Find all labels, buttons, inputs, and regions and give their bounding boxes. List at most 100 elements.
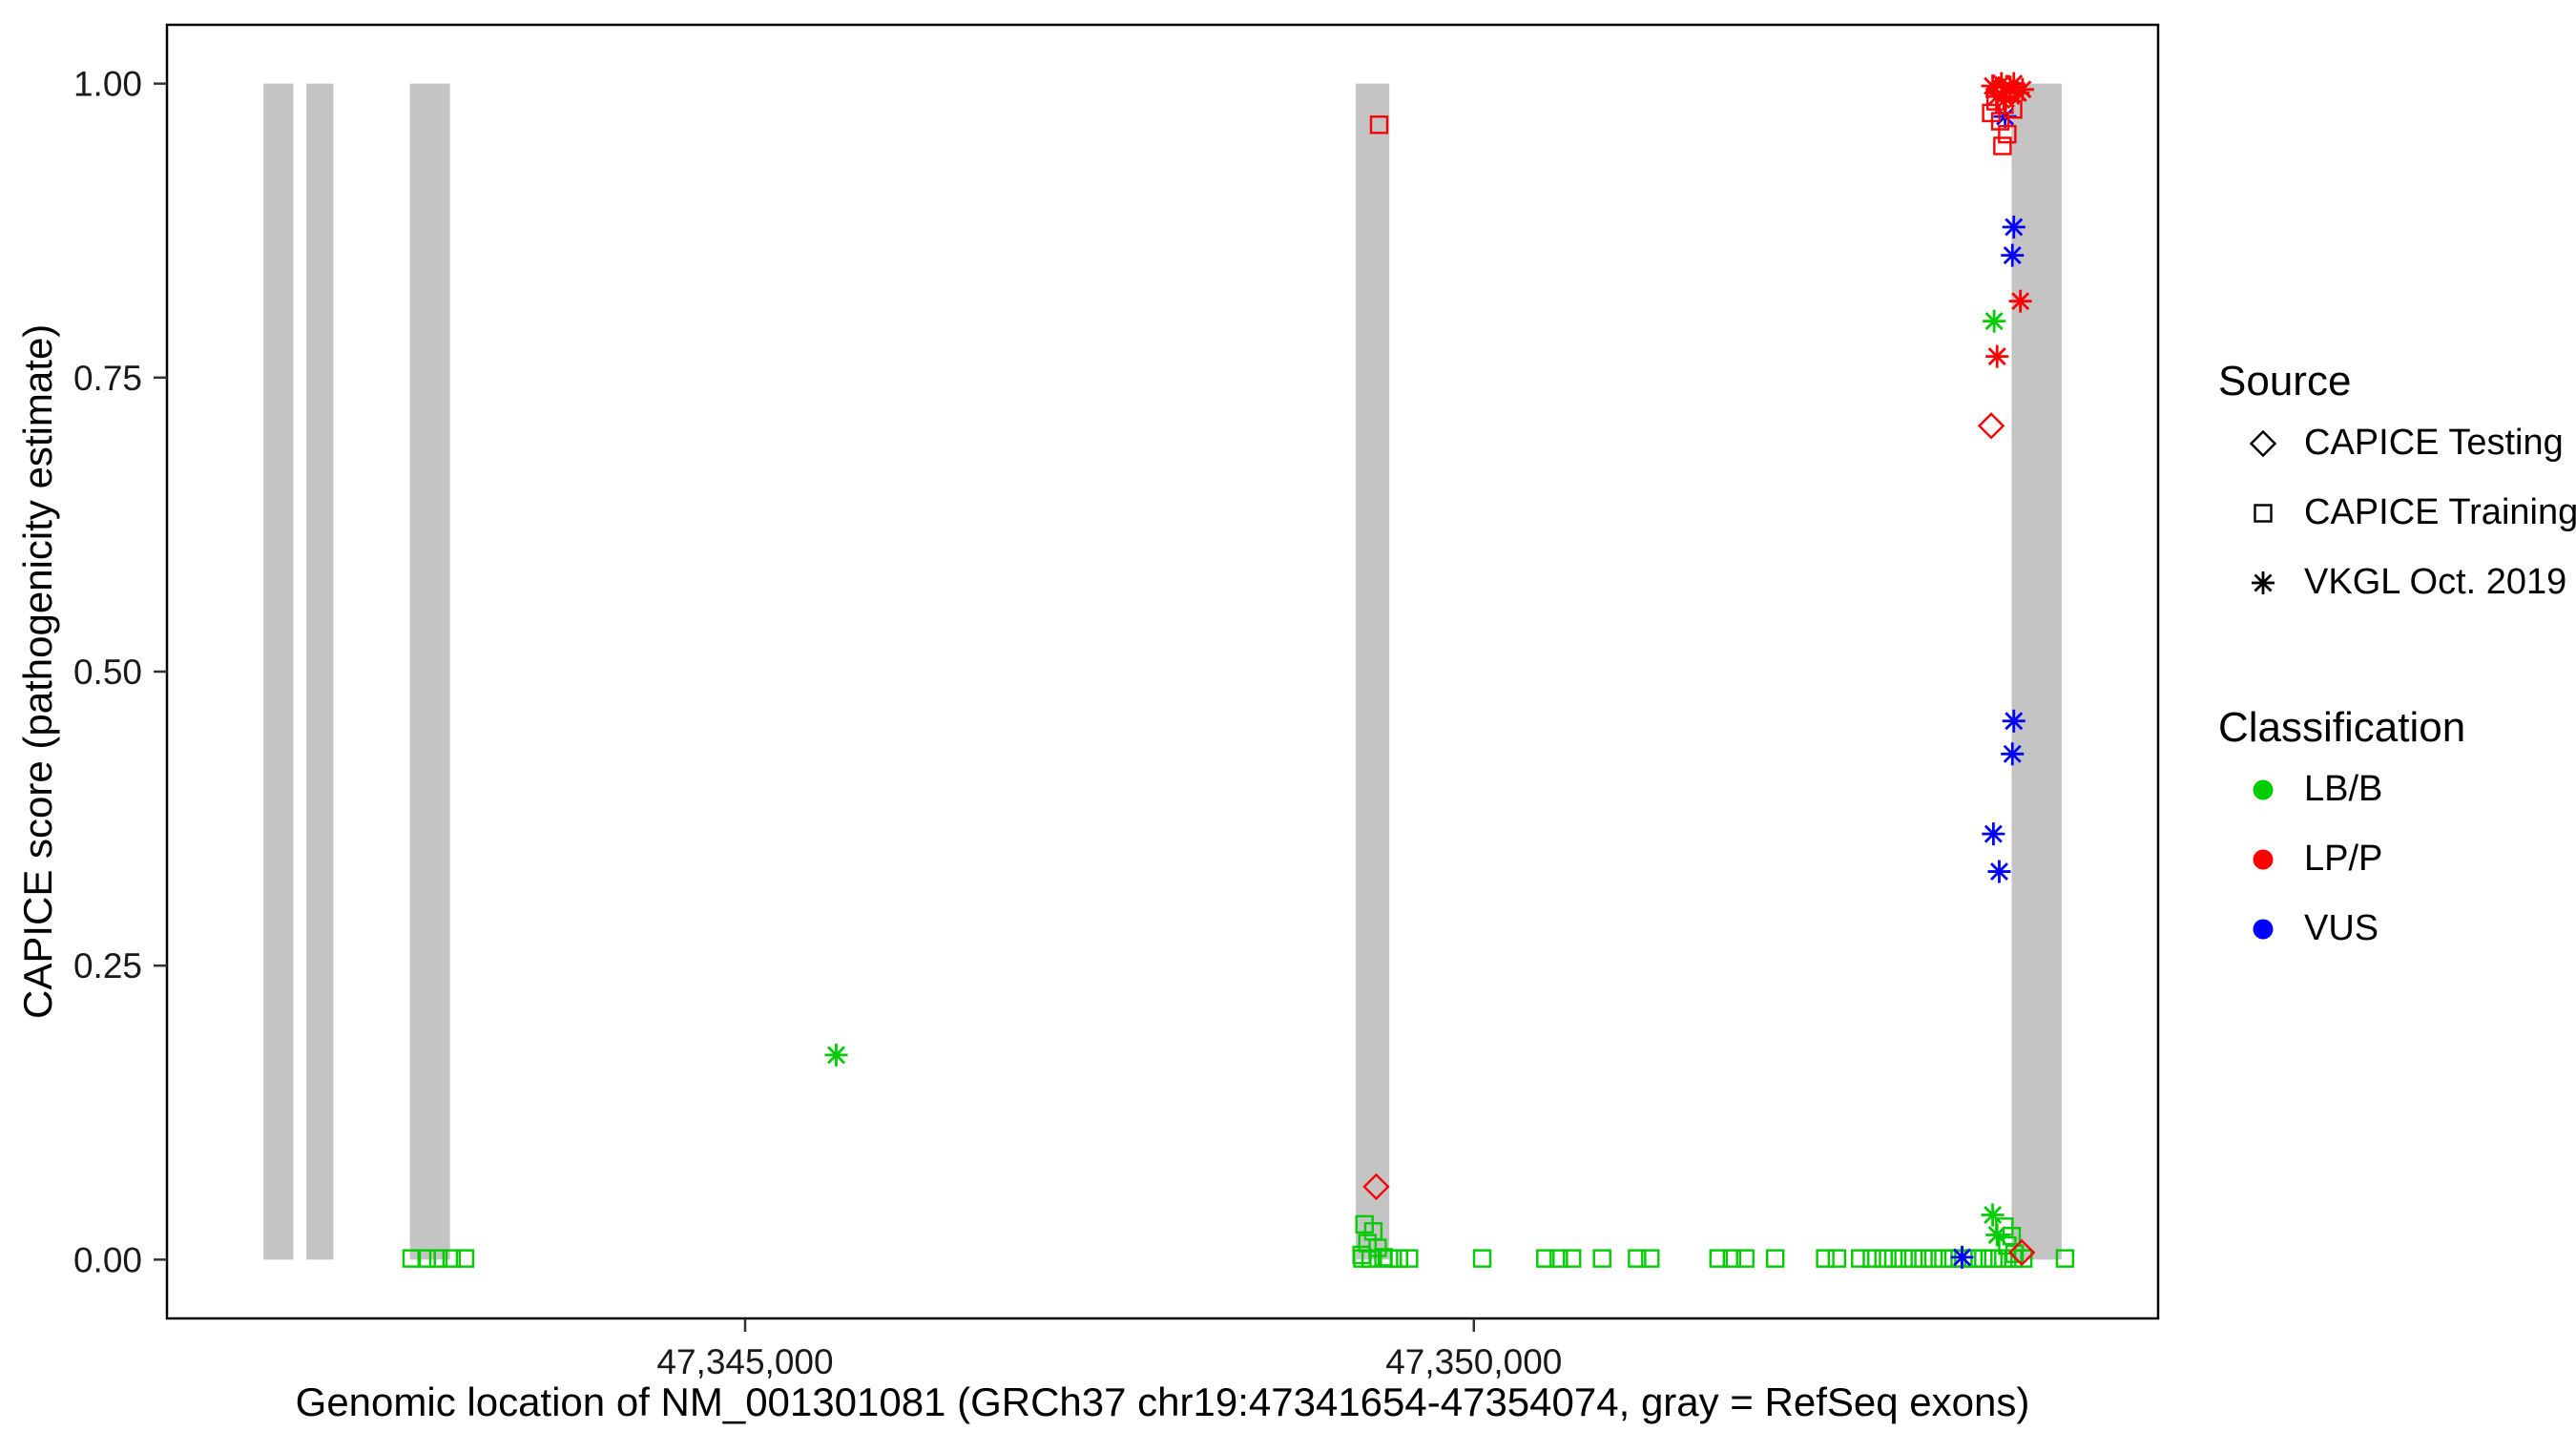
data-point: [1983, 309, 2006, 333]
data-point: [1735, 1249, 1755, 1268]
x-axis-title: Genomic location of NM_001301081 (GRCh37…: [295, 1379, 2030, 1424]
data-point: [1369, 115, 1389, 135]
legend-source-group: Source CAPICE Testing CAPICE Training VK…: [2218, 355, 2576, 617]
data-point: [1985, 1223, 2009, 1247]
circle-glyph: [2253, 779, 2274, 799]
legend-item-label: LP/P: [2304, 839, 2383, 879]
data-point: [1914, 1249, 1933, 1268]
data-point: [1472, 1249, 1492, 1268]
asterisk-icon: [2241, 561, 2285, 605]
legend-classification-title: Classification: [2218, 704, 2466, 751]
data-point: [1709, 1249, 1728, 1268]
data-point: [1981, 1203, 2005, 1227]
data-point: [1874, 1249, 1893, 1268]
data-point: [1641, 1249, 1660, 1268]
legend-item-label: VKGL Oct. 2019: [2304, 562, 2567, 602]
data-point: [1549, 1249, 1568, 1268]
asterisk-glyph: [2252, 570, 2275, 594]
data-point: [1903, 1249, 1923, 1268]
red-dot-icon: [2241, 838, 2285, 881]
data-point: [1984, 1249, 2003, 1268]
data-point: [1985, 344, 2009, 368]
data-point: [1934, 1249, 1953, 1268]
data-point: [2001, 742, 2025, 766]
green-dot-icon: [2241, 768, 2285, 812]
data-point: [2002, 709, 2025, 733]
data-point: [442, 1249, 462, 1268]
data-point: [1389, 1249, 1408, 1268]
data-point: [402, 1249, 422, 1268]
data-point: [2055, 1249, 2075, 1268]
circle-glyph: [2253, 849, 2274, 869]
data-point: [1995, 81, 2023, 110]
legend-item-lpp: LP/P: [2218, 824, 2571, 894]
exon-bar: [306, 83, 334, 1260]
data-point: [1987, 860, 2011, 883]
data-point: [824, 1043, 848, 1067]
x-axis-tick-label: 47,345,000: [656, 1342, 833, 1381]
plot-panel-border: [165, 23, 2160, 1320]
legend-item-label: CAPICE Testing: [2304, 423, 2564, 463]
exon-bar: [2011, 83, 2062, 1260]
data-point: [1950, 1245, 1974, 1269]
data-point: [1994, 1249, 2013, 1268]
exon-bar: [409, 83, 450, 1260]
y-axis-title: CAPICE score (pathogenicity estimate): [15, 323, 60, 1020]
legend-classification-group: Classification LB/B LP/P VUS: [2218, 701, 2571, 964]
data-point: [1563, 1249, 1582, 1268]
x-axis-tick-label: 47,350,000: [1385, 1342, 1562, 1381]
data-point: [1400, 1249, 1419, 1268]
y-axis-tick-label: 1.00: [73, 65, 142, 104]
legend-source-title: Source: [2218, 358, 2352, 404]
data-point: [1883, 1249, 1903, 1268]
data-point: [1851, 1249, 1870, 1268]
legend-item-vus: VUS: [2218, 894, 2571, 964]
data-point: [417, 1249, 436, 1268]
data-point: [1536, 1249, 1555, 1268]
data-point: [1592, 1249, 1611, 1268]
data-point: [455, 1249, 475, 1268]
square-glyph: [2254, 503, 2273, 523]
data-point: [1766, 1249, 1785, 1268]
exon-bar: [263, 83, 294, 1260]
diamond-glyph: [2249, 429, 2277, 457]
legend: Source CAPICE Testing CAPICE Training VK…: [2218, 355, 2576, 964]
data-point: [2008, 289, 2032, 313]
legend-item-capice-training: CAPICE Training: [2218, 478, 2576, 548]
y-axis-tick-label: 0.50: [73, 653, 142, 692]
data-point: [1722, 1249, 1742, 1268]
legend-item-vkgl: VKGL Oct. 2019: [2218, 548, 2571, 617]
legend-item-lbb: LB/B: [2218, 755, 2571, 824]
y-axis-tick-label: 0.75: [73, 359, 142, 398]
data-point: [1894, 1249, 1913, 1268]
diamond-icon: [2241, 422, 2285, 466]
data-point: [1977, 412, 2005, 440]
data-point: [2001, 243, 2025, 267]
data-point: [1862, 1249, 1881, 1268]
data-point: [1816, 1249, 1835, 1268]
circle-glyph: [2253, 919, 2274, 939]
data-point: [428, 1249, 448, 1268]
legend-item-capice-testing: CAPICE Testing: [2218, 408, 2571, 478]
data-point: [1982, 822, 2005, 846]
data-point: [1923, 1249, 1943, 1268]
y-axis-tick-label: 0.00: [73, 1240, 142, 1279]
exon-bar: [1356, 83, 1390, 1260]
legend-item-label: LB/B: [2304, 769, 2383, 809]
data-point: [1361, 1249, 1381, 1268]
data-point: [2002, 216, 2025, 239]
data-point: [1974, 1249, 1993, 1268]
data-point: [2007, 1238, 2036, 1267]
data-point: [1827, 1249, 1847, 1268]
square-icon: [2241, 491, 2285, 535]
data-point: [1998, 124, 2017, 144]
legend-item-label: VUS: [2304, 908, 2379, 948]
data-point: [1362, 1172, 1390, 1201]
data-point: [1380, 1249, 1399, 1268]
data-point: [1993, 136, 2012, 156]
data-point: [1628, 1249, 1647, 1268]
legend-item-label: CAPICE Training: [2304, 492, 2576, 532]
y-axis-tick-label: 0.25: [73, 946, 142, 985]
